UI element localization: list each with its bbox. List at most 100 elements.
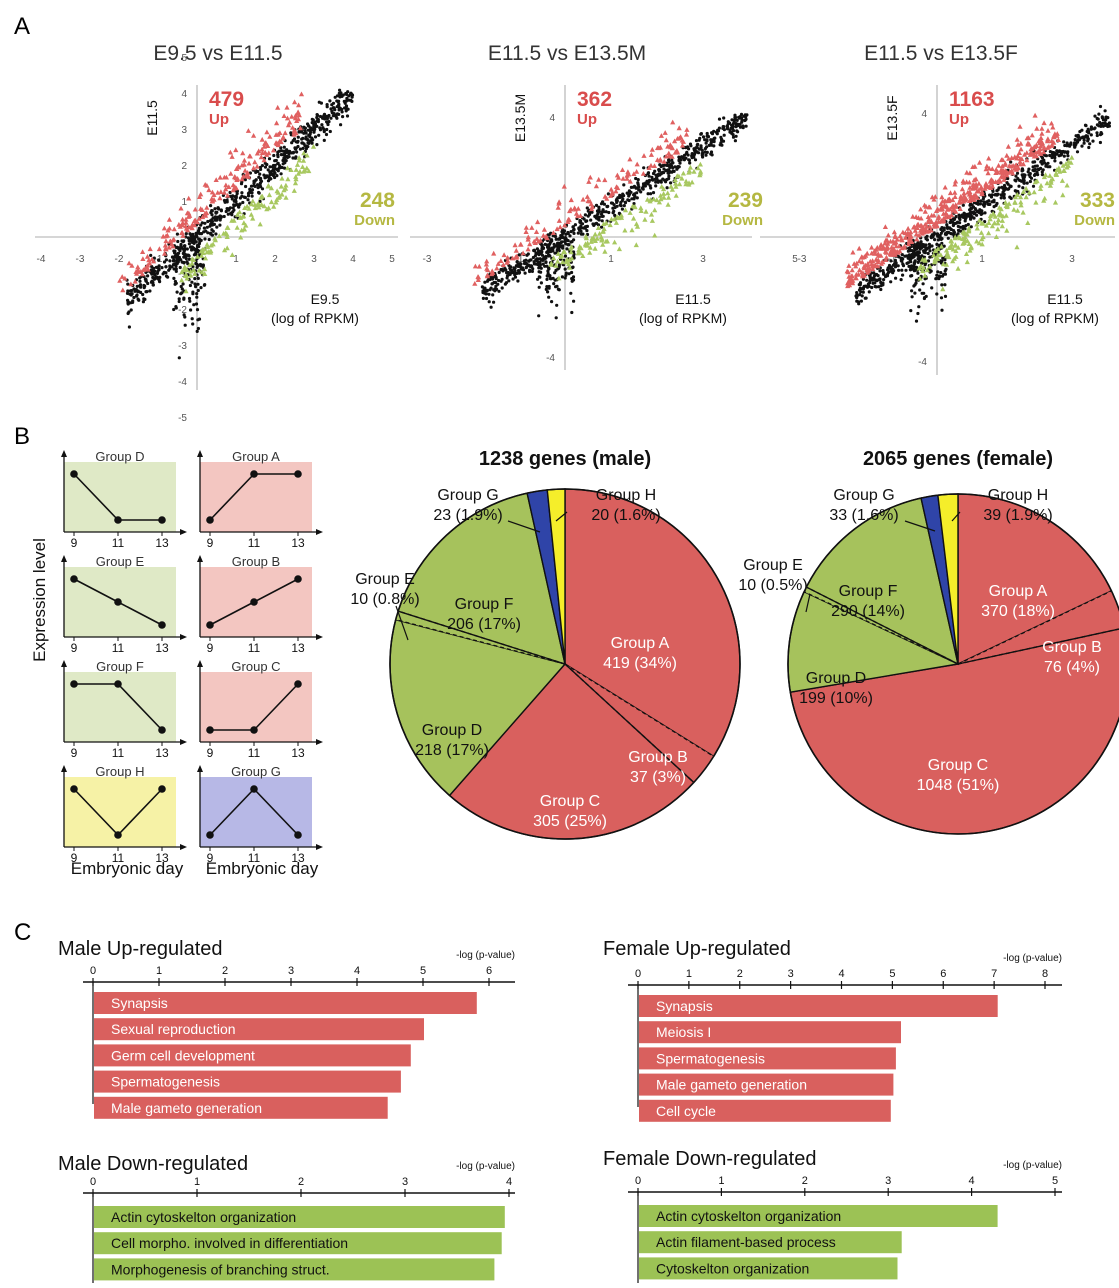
data-point-up <box>1028 146 1034 152</box>
data-point <box>1082 141 1086 145</box>
up-label: Up <box>577 111 597 128</box>
data-point <box>560 230 564 234</box>
data-point-up <box>554 226 560 232</box>
group-point <box>294 470 302 478</box>
data-point <box>938 259 943 263</box>
data-point <box>616 196 620 200</box>
data-point <box>259 167 263 171</box>
group-point <box>158 621 166 629</box>
data-point <box>181 282 185 286</box>
data-point <box>946 230 951 234</box>
data-point <box>549 239 553 243</box>
data-point-down <box>229 217 235 223</box>
data-point <box>190 280 194 284</box>
data-point <box>1096 117 1100 121</box>
data-point-down <box>674 173 680 179</box>
data-point <box>1031 184 1036 188</box>
data-point-up <box>648 152 654 157</box>
data-point-down <box>583 235 589 241</box>
data-point <box>625 191 629 195</box>
data-point-up <box>1054 133 1060 138</box>
data-point <box>707 143 711 147</box>
data-point <box>560 245 565 249</box>
data-point <box>193 235 197 239</box>
data-point <box>1089 133 1093 137</box>
data-point <box>665 163 669 167</box>
data-point <box>214 232 218 236</box>
data-point-up <box>287 119 293 125</box>
scatter-plot-2: E11.5 vs E13.5M-3 -1 1 3 54-4362Up239DownE11… <box>410 42 798 370</box>
data-point-up <box>226 184 232 189</box>
data-point <box>699 132 704 136</box>
data-point <box>940 283 944 287</box>
x-tick-label: 13 <box>155 851 169 865</box>
data-point-down <box>629 227 635 233</box>
data-point-down <box>300 157 307 163</box>
group-panel-group-g: Group G9 11 13 <box>197 764 323 865</box>
data-point <box>164 265 168 269</box>
data-point-down <box>607 222 613 228</box>
data-point <box>987 199 991 203</box>
go-tick-label: 0 <box>90 965 96 977</box>
data-point <box>1068 144 1072 148</box>
data-point-up <box>996 162 1002 168</box>
go-bar <box>639 995 998 1017</box>
data-point <box>939 231 943 235</box>
data-point <box>710 132 715 136</box>
go-tick-label: 0 <box>90 1176 96 1188</box>
data-point <box>127 310 131 314</box>
data-point-down <box>652 207 658 213</box>
data-point <box>964 215 968 219</box>
data-point <box>196 229 200 234</box>
data-point <box>318 114 323 119</box>
data-point <box>684 156 688 160</box>
data-point <box>126 289 130 293</box>
x-tick-label: 1 <box>979 254 985 265</box>
data-point <box>731 124 735 128</box>
data-point <box>569 291 573 295</box>
data-point <box>910 295 914 299</box>
data-point <box>547 284 551 289</box>
go-chart-title: Female Down-regulated <box>603 1148 816 1170</box>
go-tick-label: 1 <box>156 965 162 977</box>
y-tick-label: -1 <box>178 269 187 280</box>
data-point <box>146 281 150 286</box>
data-point <box>311 127 315 131</box>
data-point <box>626 198 630 202</box>
data-point <box>1002 183 1007 188</box>
data-point <box>634 186 638 190</box>
data-point <box>185 247 189 251</box>
slice-label: Group D <box>422 722 482 739</box>
data-point <box>722 116 726 120</box>
data-point-up <box>995 179 1001 185</box>
data-point-up <box>973 184 980 189</box>
y-tick-label: 3 <box>181 125 187 136</box>
group-title: Group C <box>231 659 280 674</box>
data-point <box>150 279 154 283</box>
data-point <box>657 169 662 173</box>
data-point-down <box>584 242 590 248</box>
data-point-down <box>241 226 247 232</box>
data-point <box>696 151 701 155</box>
data-point <box>1053 159 1057 163</box>
data-point <box>1087 131 1091 135</box>
data-point-up <box>171 226 177 232</box>
data-point <box>508 266 512 270</box>
data-point <box>889 267 893 271</box>
data-point-down <box>976 217 982 223</box>
data-point <box>162 260 167 264</box>
data-point-down <box>683 181 689 187</box>
go-bar-label: Actin cytoskelton organization <box>656 1208 841 1224</box>
data-point-down <box>697 161 703 167</box>
group-point <box>70 470 78 478</box>
data-point-up <box>674 148 680 153</box>
data-point <box>525 253 529 257</box>
data-point <box>703 150 707 154</box>
data-point-up <box>613 188 619 194</box>
data-point-down <box>689 179 695 185</box>
data-point <box>189 233 193 237</box>
data-point <box>485 279 490 283</box>
data-point <box>344 92 349 96</box>
data-point-up <box>189 221 196 227</box>
